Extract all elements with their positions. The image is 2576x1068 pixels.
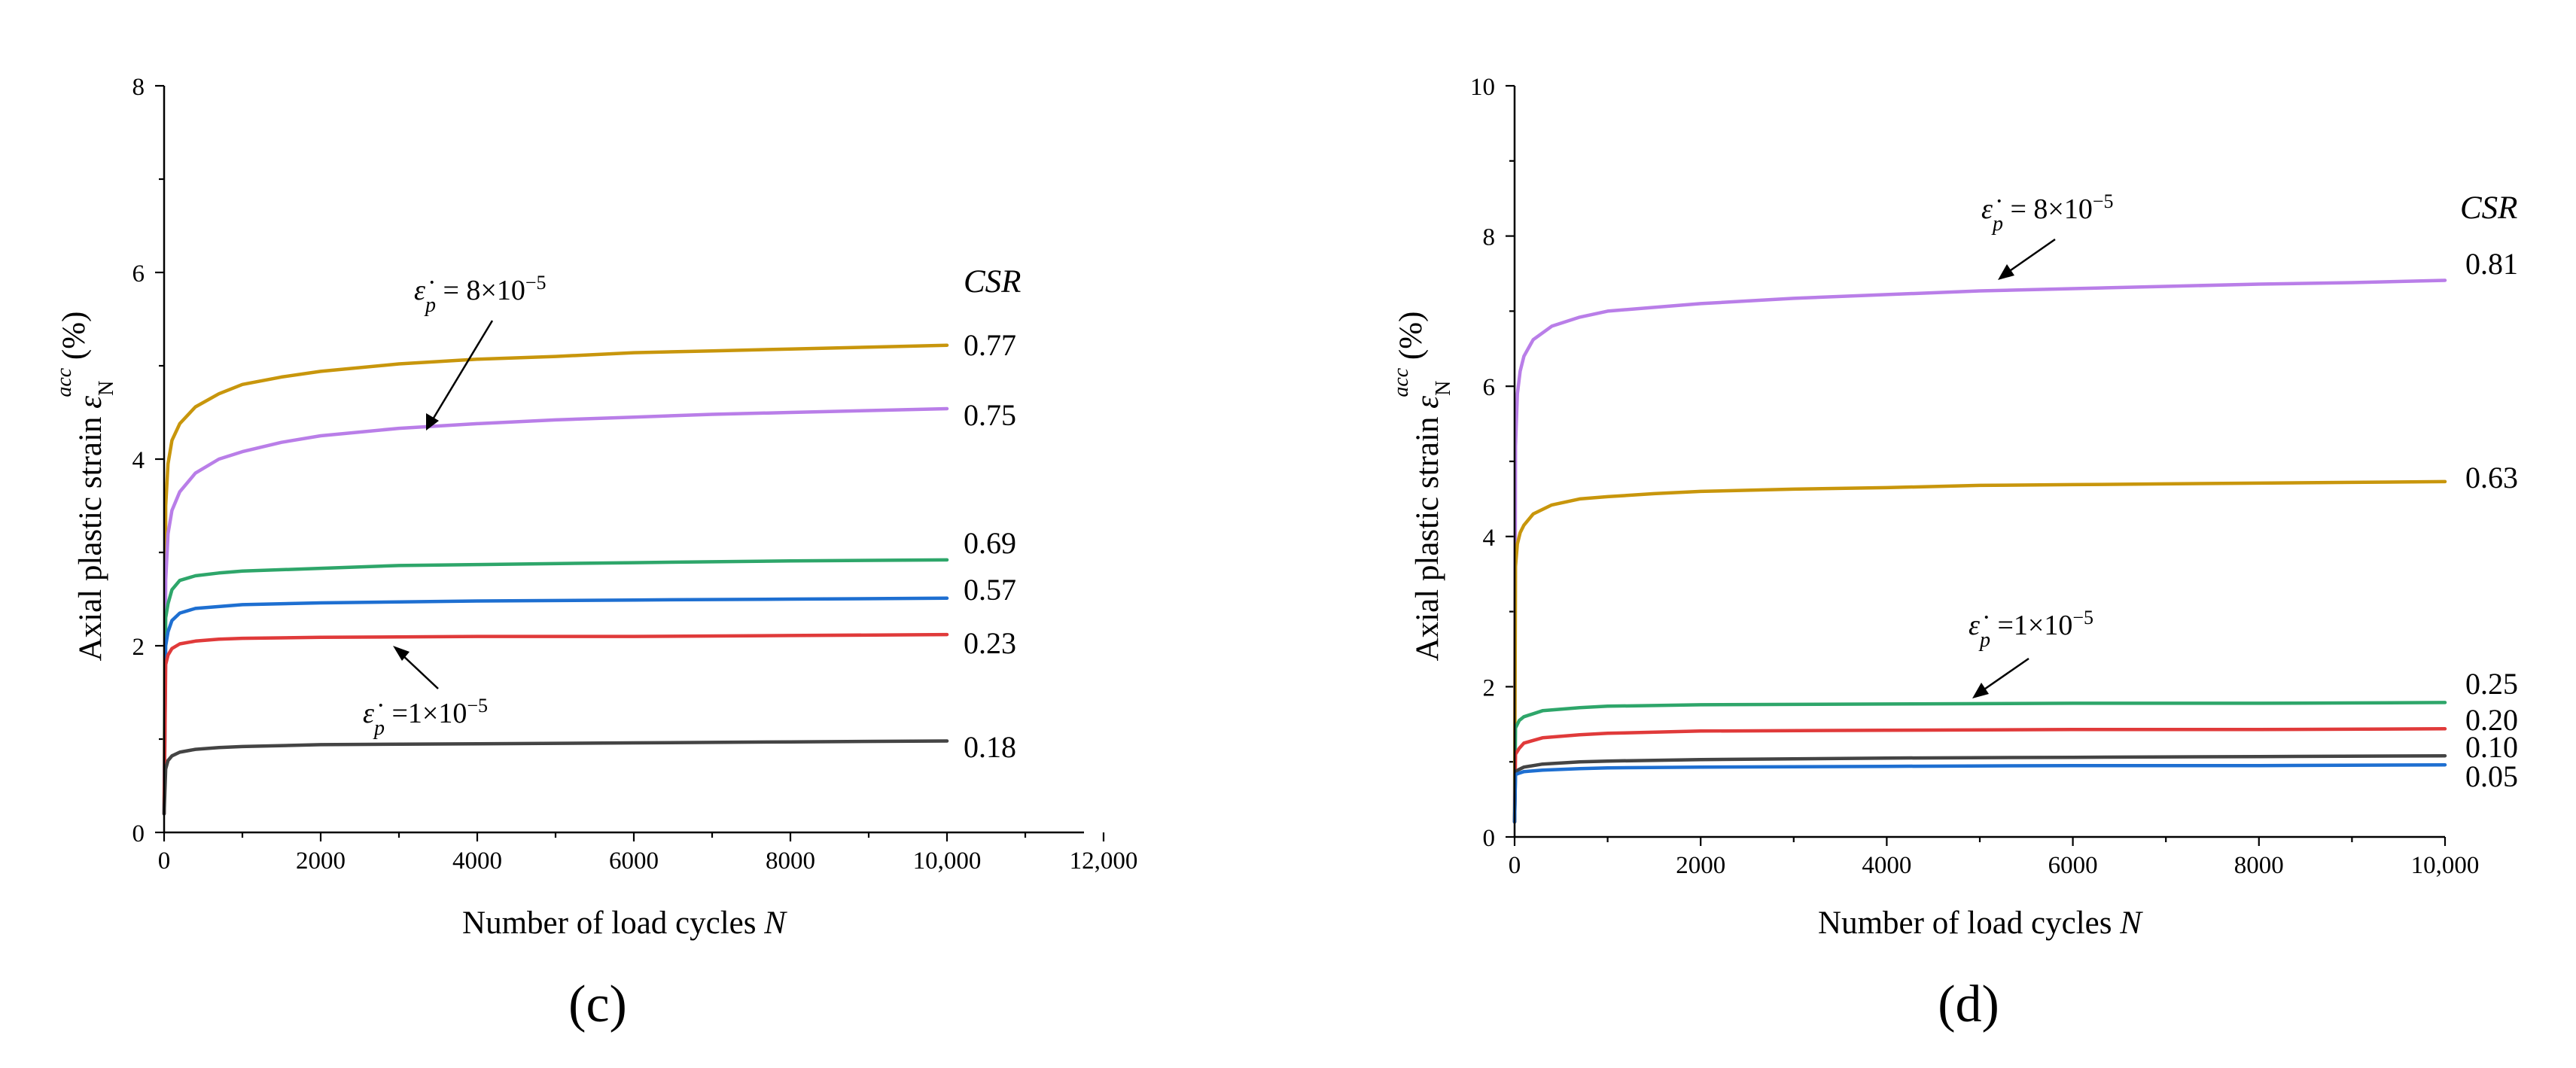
series-label: 0.69 [964, 526, 1016, 560]
series-line-csr-0-25 [1512, 701, 2447, 824]
y-tick-label: 4 [132, 447, 145, 474]
panel-label: (c) [568, 975, 627, 1033]
y-axis-title: Axial plastic strain εNacc (%) [1390, 312, 1455, 662]
y-tick-label: 0 [1483, 825, 1496, 852]
y-axis-title: Axial plastic strain εNacc (%) [53, 312, 118, 662]
axis-ticks: 0 2000 4000 6000 8000 10,000 12,000 0 2 4 6 8 [132, 74, 1138, 875]
y-tick-label: 0 [132, 820, 145, 847]
series-line-csr-0-57 [162, 596, 949, 816]
x-tick-label: 6000 [2048, 852, 2098, 879]
series-line-csr-0-05 [1512, 762, 2447, 824]
arrow-head-lower [393, 646, 410, 661]
annotation-upper: ε̇p = 8×10−5 [1981, 190, 2114, 236]
axes-frame [1513, 86, 2445, 838]
axes-frame [163, 86, 1084, 834]
x-tick-label: 8000 [2234, 852, 2284, 879]
arrow-lower [400, 653, 439, 689]
chart-panel-d: 0 2000 4000 6000 8000 10,000 0 2 4 6 8 10 Axial pla… [1390, 74, 2518, 1033]
series-label: 0.77 [964, 328, 1016, 362]
x-axis-title: Number of load cycles N [462, 905, 787, 941]
y-tick-label: 6 [1483, 374, 1496, 401]
x-tick-label: 12,000 [1070, 847, 1138, 875]
series-label: 0.05 [2465, 759, 2518, 793]
x-tick-label: 4000 [1862, 852, 1911, 879]
x-tick-label: 6000 [609, 847, 659, 875]
series-label: 0.10 [2465, 730, 2518, 764]
y-tick-label: 2 [1483, 674, 1496, 701]
series-line-csr-0-23 [162, 632, 949, 816]
series-line-csr-0-69 [162, 558, 949, 816]
series-group [162, 343, 949, 816]
series-line-csr-0-81 [1512, 278, 2447, 824]
panel-label: (d) [1938, 975, 1999, 1033]
x-tick-label: 4000 [452, 847, 502, 875]
arrow-head-lower [1972, 683, 1989, 698]
series-label: 0.20 [2465, 703, 2518, 737]
arrow-head-upper [1998, 264, 2014, 280]
arrow-lower [1979, 657, 2029, 694]
x-tick-label: 2000 [1676, 852, 1725, 879]
annotation-lower: ε̇p =1×10−5 [363, 695, 488, 740]
series-label: 0.25 [2465, 667, 2518, 701]
annotation-lower: ε̇p =1×10−5 [1969, 607, 2093, 652]
legend-title: CSR [964, 264, 1021, 300]
series-line-csr-0-75 [162, 406, 949, 816]
axis-ticks: 0 2000 4000 6000 8000 10,000 0 2 4 6 8 10 [1470, 74, 2479, 879]
arrow-head-upper [426, 413, 439, 431]
series-labels: 0.81 0.63 0.250.200.100.05 [2465, 247, 2518, 793]
series-line-csr-0-18 [162, 739, 949, 816]
series-line-csr-0-10 [1512, 753, 2447, 824]
chart-panel-c: 0 2000 4000 6000 8000 10,000 12,000 0 2 4 6 8 Axial… [53, 74, 1137, 1033]
series-label: 0.18 [964, 730, 1016, 764]
x-tick-label: 2000 [296, 847, 346, 875]
x-tick-label: 0 [1509, 852, 1521, 879]
y-tick-label: 8 [132, 74, 145, 101]
x-tick-label: 10,000 [2411, 852, 2480, 879]
series-line-csr-0-20 [1512, 727, 2447, 824]
series-labels: 0.77 0.75 0.69 0.57 0.23 0.18 [964, 328, 1016, 764]
series-group [1512, 278, 2447, 824]
series-label: 0.63 [2465, 461, 2518, 494]
series-label: 0.23 [964, 626, 1016, 660]
x-tick-label: 10,000 [913, 847, 982, 875]
y-tick-label: 4 [1483, 525, 1496, 552]
series-label: 0.57 [964, 573, 1016, 607]
x-tick-label: 8000 [766, 847, 815, 875]
series-line-csr-0-63 [1512, 479, 2447, 824]
series-label: 0.81 [2465, 247, 2518, 281]
arrow-upper [2005, 238, 2056, 275]
x-tick-label: 0 [158, 847, 171, 875]
y-tick-label: 6 [132, 260, 145, 288]
arrow-upper [429, 320, 494, 424]
series-label: 0.75 [964, 398, 1016, 432]
y-tick-label: 2 [132, 634, 145, 661]
legend-title: CSR [2460, 190, 2517, 226]
annotation-upper: ε̇p = 8×10−5 [414, 272, 547, 317]
x-axis-title: Number of load cycles N [1818, 905, 2143, 941]
series-line-csr-0-77 [162, 343, 949, 816]
y-tick-label: 10 [1470, 74, 1495, 101]
y-tick-label: 8 [1483, 224, 1496, 251]
